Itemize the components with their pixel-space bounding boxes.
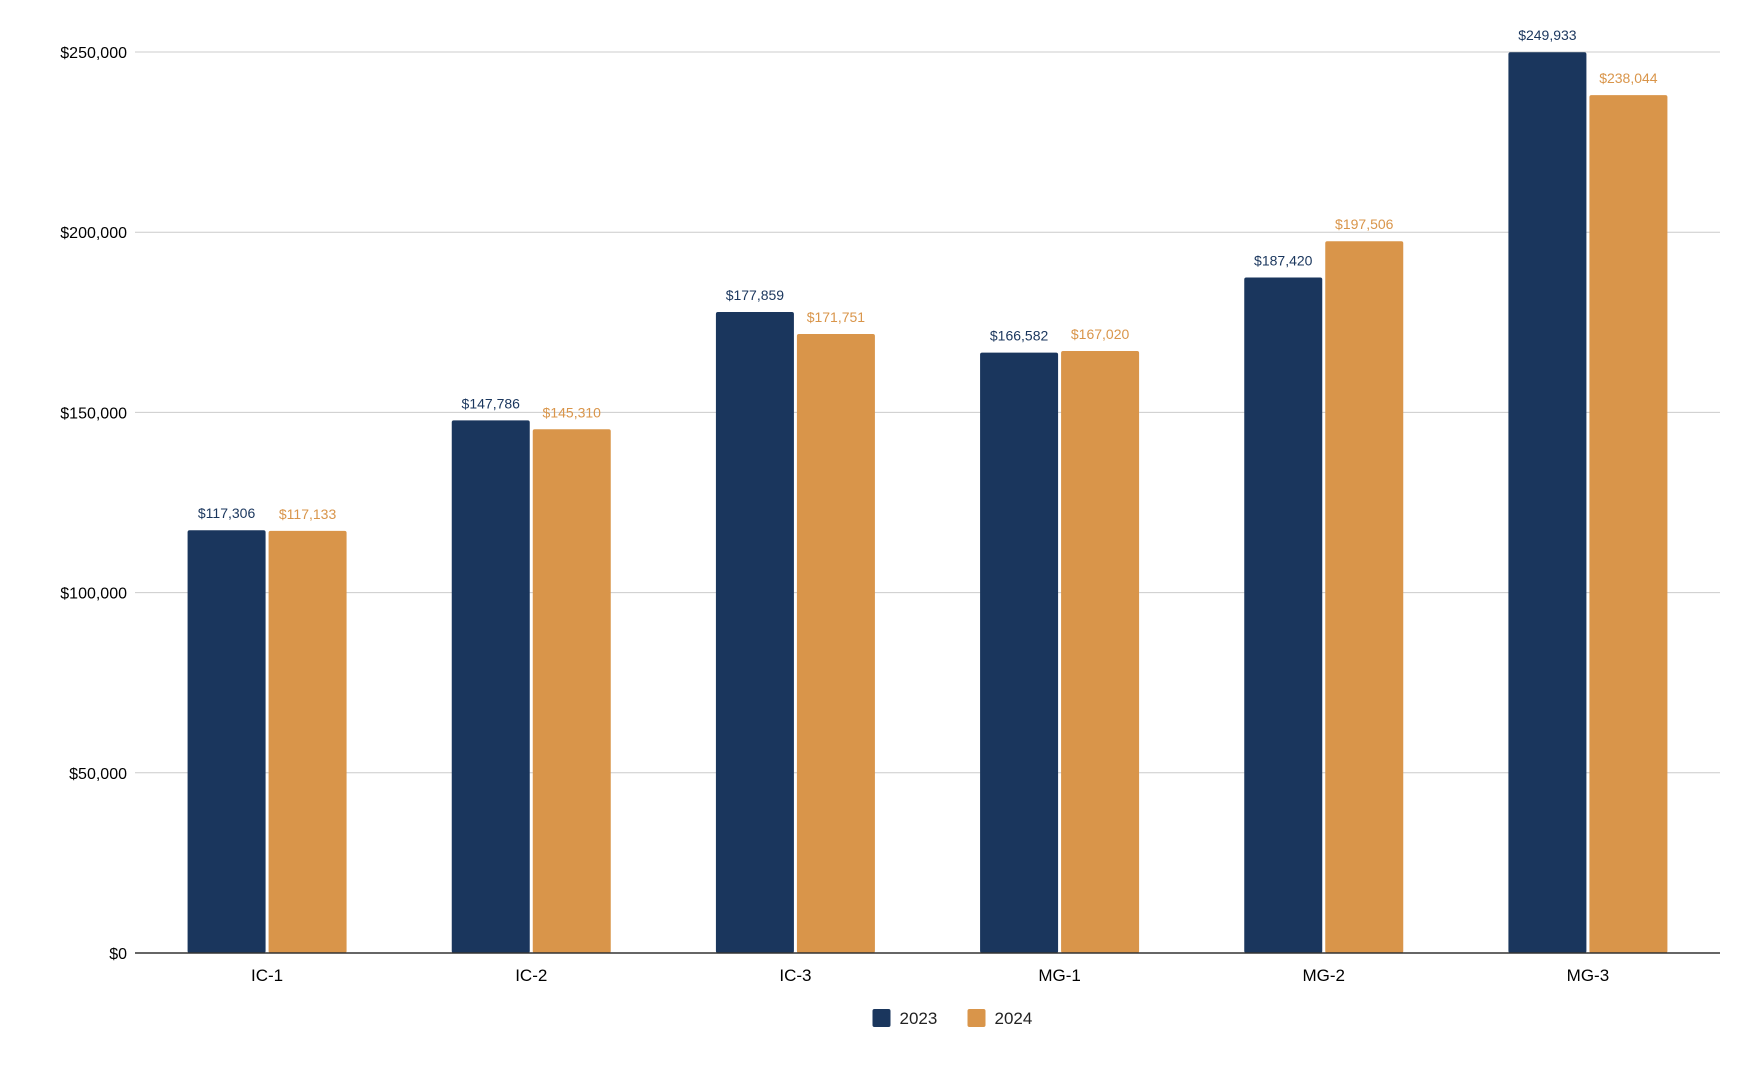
- bar-2023-IC-3: [715, 311, 794, 953]
- data-label-2024-MG-3: $238,044: [1599, 70, 1658, 86]
- bar-2023-MG-2: [1244, 277, 1323, 953]
- bar-2024-MG-3: [1589, 95, 1668, 954]
- data-label-2023-MG-3: $249,933: [1518, 27, 1577, 43]
- bar-2023-IC-1: [187, 530, 266, 953]
- data-label-2023-MG-2: $187,420: [1254, 253, 1313, 269]
- data-labels: $117,306 $117,133 $147,786 $145,310 $177,859…: [198, 27, 1658, 522]
- y-tick-label: $0: [109, 946, 127, 963]
- x-axis-category-labels: IC-1 IC-2 IC-3 MG-1 MG-2 MG-3: [251, 966, 1609, 985]
- gridlines: [135, 51, 1720, 774]
- x-tick-label: MG-1: [1038, 966, 1081, 985]
- bar-2024-MG-1: [1061, 351, 1140, 953]
- y-axis-tick-labels: $0 $50,000 $100,000 $150,000 $200,000 $250,00…: [60, 45, 127, 963]
- y-tick-label: $200,000: [60, 225, 127, 242]
- y-tick-label: $100,000: [60, 586, 127, 603]
- x-tick-label: IC-1: [251, 966, 283, 985]
- data-label-2024-MG-2: $197,506: [1335, 216, 1394, 232]
- legend-label-2023: 2023: [900, 1009, 938, 1028]
- x-tick-label: IC-3: [779, 966, 811, 985]
- y-tick-label: $50,000: [69, 766, 127, 783]
- legend: 2023 2024: [872, 1009, 1033, 1028]
- bars: [187, 52, 1668, 954]
- data-label-2023-IC-1: $117,306: [198, 505, 256, 521]
- bar-2024-MG-2: [1325, 241, 1404, 954]
- data-label-2024-IC-2: $145,310: [543, 404, 602, 420]
- data-label-2024-IC-3: $171,751: [807, 309, 866, 325]
- bar-2024-IC-3: [796, 334, 875, 953]
- x-tick-label: IC-2: [515, 966, 547, 985]
- bar-2023-IC-2: [451, 420, 530, 953]
- legend-swatch-2024: [967, 1009, 986, 1027]
- data-label-2023-IC-3: $177,859: [726, 287, 785, 303]
- data-label-2024-MG-1: $167,020: [1071, 326, 1130, 342]
- legend-swatch-2023: [872, 1009, 891, 1027]
- legend-label-2024: 2024: [995, 1009, 1033, 1028]
- x-tick-label: MG-2: [1303, 966, 1346, 985]
- bar-2024-IC-1: [268, 530, 347, 953]
- x-tick-label: MG-3: [1567, 966, 1610, 985]
- data-label-2024-IC-1: $117,133: [279, 506, 337, 522]
- bar-2023-MG-1: [980, 352, 1059, 954]
- data-label-2023-MG-1: $166,582: [990, 328, 1049, 344]
- bar-2024-IC-2: [532, 429, 611, 954]
- data-label-2023-IC-2: $147,786: [462, 395, 521, 411]
- y-tick-label: $150,000: [60, 405, 127, 422]
- y-tick-label: $250,000: [60, 45, 127, 62]
- bar-2023-MG-3: [1508, 52, 1587, 954]
